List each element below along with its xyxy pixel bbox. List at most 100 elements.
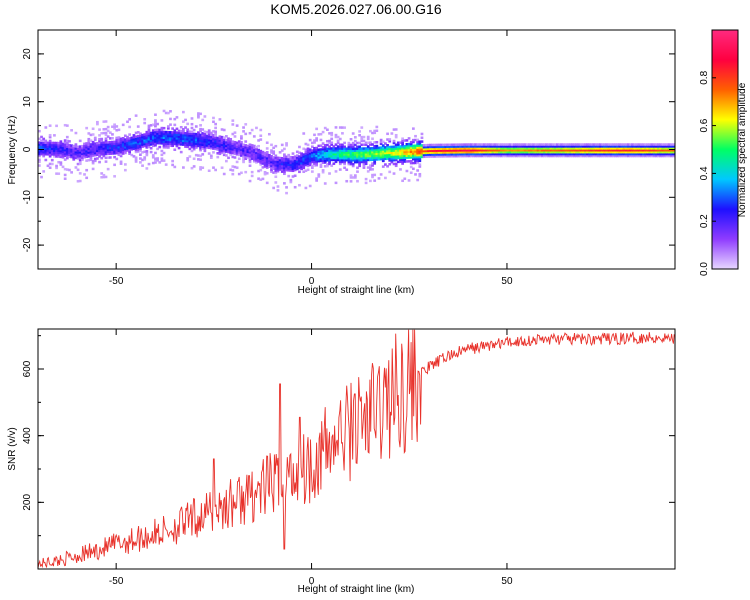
heatmap-cell — [411, 161, 415, 165]
heatmap-cell — [136, 125, 140, 128]
heatmap-cell — [409, 142, 413, 146]
heatmap-cell — [304, 163, 308, 167]
heatmap-cell — [160, 138, 164, 141]
heatmap-cell — [141, 143, 144, 146]
heatmap-cell — [418, 144, 422, 147]
heatmap-cell — [459, 143, 463, 146]
heatmap-cell — [377, 154, 381, 157]
colorbar-frame — [711, 29, 739, 270]
heatmap-cell — [409, 150, 413, 153]
heatmap-cell — [528, 149, 531, 152]
heatmap-cell — [175, 131, 179, 134]
heatmap-cell — [158, 132, 162, 135]
heatmap-cell — [411, 140, 415, 144]
heatmap-cell — [287, 159, 291, 163]
heatmap-cell — [48, 147, 52, 150]
heatmap-cell — [629, 143, 632, 146]
heatmap-cell — [147, 134, 151, 137]
heatmap-cell — [381, 165, 385, 168]
heatmap-cell — [121, 136, 125, 140]
heatmap-cell — [336, 145, 340, 148]
heatmap-cell — [560, 147, 564, 150]
heatmap-cell — [629, 154, 632, 158]
heatmap-cell — [598, 145, 602, 148]
heatmap-cell — [106, 148, 110, 152]
heatmap-cell — [154, 128, 157, 132]
heatmap-cell — [317, 175, 321, 178]
heatmap-cell — [87, 158, 91, 162]
heatmap-cell — [255, 126, 258, 130]
heatmap-cell — [265, 156, 269, 160]
heatmap-cell — [409, 159, 413, 163]
heatmap-cell — [476, 147, 480, 150]
heatmap-cell — [399, 168, 402, 171]
heatmap-cell — [433, 153, 437, 156]
heatmap-cell — [377, 150, 381, 153]
heatmap-cell — [209, 141, 213, 144]
heatmap-cell — [177, 129, 181, 133]
heatmap-cell — [326, 128, 329, 131]
heatmap-cell — [96, 120, 99, 124]
heatmap-cell — [304, 142, 308, 146]
heatmap-cell — [141, 145, 144, 148]
heatmap-cell — [373, 141, 377, 144]
heatmap-cell — [332, 154, 336, 158]
heatmap-cell — [119, 145, 123, 148]
x-tick-label: 0 — [309, 576, 315, 587]
heatmap-cell — [74, 152, 78, 156]
heatmap-cell — [319, 138, 323, 142]
heatmap-cell — [564, 150, 568, 154]
heatmap-cell — [637, 154, 641, 158]
heatmap-cell — [497, 154, 501, 158]
heatmap-cell — [162, 130, 166, 134]
heatmap-cell — [276, 162, 280, 165]
heatmap-cell — [358, 156, 362, 160]
heatmap-cell — [44, 153, 48, 156]
heatmap-cell — [123, 168, 127, 172]
heatmap-cell — [270, 155, 273, 158]
heatmap-cell — [334, 126, 338, 129]
x-tick-label: 0 — [309, 276, 315, 287]
heatmap-cell — [225, 150, 228, 153]
heatmap-cell — [648, 150, 652, 154]
heatmap-cell — [169, 132, 172, 136]
heatmap-cell — [579, 149, 583, 152]
heatmap-cell — [270, 160, 273, 164]
heatmap-cell — [581, 150, 585, 154]
heatmap-cell — [491, 147, 495, 150]
heatmap-cell — [259, 128, 263, 132]
heatmap-cell — [583, 152, 587, 156]
heatmap-cell — [115, 129, 119, 132]
heatmap-cell — [201, 143, 205, 147]
heatmap-cell — [287, 157, 291, 161]
heatmap-cell — [59, 149, 63, 153]
heatmap-cell — [590, 154, 594, 158]
heatmap-cell — [106, 146, 110, 150]
heatmap-cell — [235, 145, 239, 148]
heatmap-cell — [519, 150, 523, 154]
heatmap-cell — [289, 155, 293, 159]
heatmap-cell — [83, 146, 86, 149]
heatmap-cell — [295, 154, 299, 157]
heatmap-cell — [579, 145, 583, 148]
heatmap-cell — [364, 152, 368, 156]
heatmap-cell — [285, 144, 288, 147]
heatmap-cell — [373, 154, 377, 158]
heatmap-cell — [592, 147, 596, 150]
heatmap-cell — [111, 146, 114, 150]
heatmap-cell — [646, 154, 650, 158]
heatmap-cell — [444, 147, 447, 150]
heatmap-cell — [108, 150, 112, 154]
heatmap-cell — [53, 147, 56, 150]
heatmap-cell — [646, 143, 650, 146]
heatmap-cell — [341, 147, 344, 150]
heatmap-cell — [390, 155, 394, 158]
heatmap-cell — [291, 165, 295, 169]
heatmap-cell — [500, 150, 503, 154]
heatmap-cell — [353, 157, 357, 160]
heatmap-cell — [392, 151, 396, 154]
heatmap-cell — [596, 154, 600, 158]
heatmap-cell — [654, 143, 658, 146]
heatmap-cell — [317, 144, 321, 148]
